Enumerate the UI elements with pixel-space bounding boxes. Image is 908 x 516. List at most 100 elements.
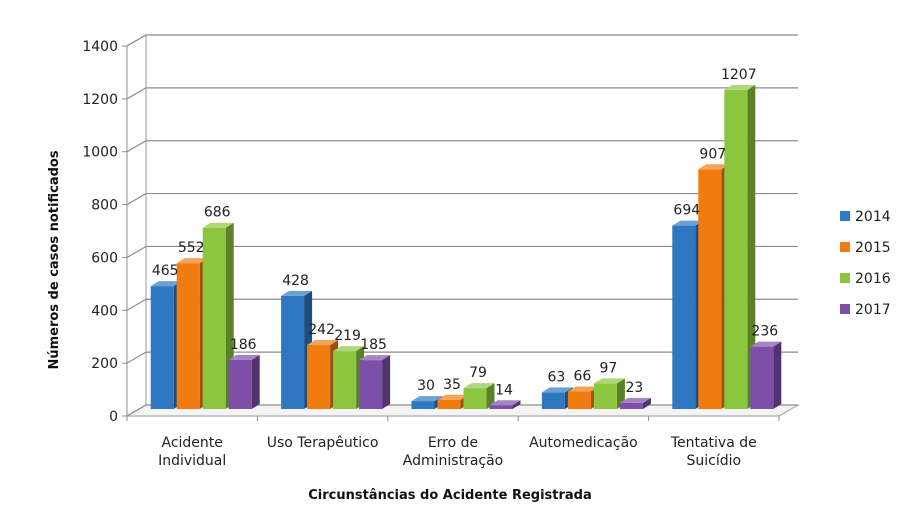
bar xyxy=(228,354,260,409)
bar-top xyxy=(619,397,651,403)
data-label: 686 xyxy=(204,205,231,221)
bar-side xyxy=(512,400,521,409)
bar-front xyxy=(281,295,305,409)
data-label: 23 xyxy=(625,380,643,396)
bar-front xyxy=(541,392,565,409)
bar xyxy=(750,341,782,409)
gridline xyxy=(126,298,798,311)
bar-front xyxy=(724,90,748,409)
bar xyxy=(619,397,651,409)
bar-top xyxy=(567,386,599,392)
bar-front xyxy=(176,263,200,409)
data-label: 185 xyxy=(360,337,387,353)
y-axis-title: Números de casos notificados xyxy=(47,150,62,369)
data-label: 97 xyxy=(599,360,617,376)
bar-top xyxy=(724,85,756,91)
y-tick-label: 800 xyxy=(91,198,118,214)
gridline xyxy=(126,192,798,206)
bar-front xyxy=(333,351,357,409)
y-tick-label: 1400 xyxy=(82,39,118,55)
gridline xyxy=(126,87,798,100)
category-label: Suicídio xyxy=(687,453,742,469)
side-wall xyxy=(126,34,147,417)
legend-label: 2014 xyxy=(855,209,891,225)
bar-top xyxy=(150,281,182,287)
category-label: Administração xyxy=(403,453,503,469)
bar-top xyxy=(359,355,391,361)
data-label: 35 xyxy=(443,377,461,393)
data-label: 14 xyxy=(495,382,513,398)
bar-front xyxy=(411,401,435,409)
bar-front xyxy=(750,346,774,409)
bar-top xyxy=(437,394,469,400)
bar-top xyxy=(333,346,365,352)
bar-front xyxy=(202,227,226,409)
legend-label: 2015 xyxy=(855,240,891,256)
bars xyxy=(150,85,782,409)
data-label: 30 xyxy=(417,378,435,394)
data-label: 236 xyxy=(751,324,778,340)
bar-front xyxy=(463,388,487,409)
bar-side xyxy=(747,85,756,409)
bar-top xyxy=(489,400,521,406)
legend-swatch xyxy=(840,242,850,252)
legend-label: 2016 xyxy=(855,271,891,287)
gridline xyxy=(126,34,798,47)
bar-side xyxy=(251,354,260,409)
bar-front xyxy=(619,402,643,409)
data-label: 66 xyxy=(573,369,591,385)
bar-top xyxy=(698,164,730,170)
bar-front xyxy=(593,383,617,409)
data-label: 428 xyxy=(282,273,309,289)
legend-entry: 2014 xyxy=(840,209,891,225)
bar xyxy=(724,85,756,409)
bar-top xyxy=(672,220,704,226)
gridline xyxy=(126,245,798,258)
bar-top xyxy=(281,290,313,296)
data-label: 1207 xyxy=(721,67,757,83)
bar-top xyxy=(463,383,495,389)
legend-label: 2017 xyxy=(855,302,891,318)
data-label: 186 xyxy=(230,337,257,353)
bar-front xyxy=(698,169,722,409)
data-label: 219 xyxy=(334,328,361,344)
bar-front xyxy=(672,225,696,409)
category-label: Erro de xyxy=(428,435,478,451)
bar-top xyxy=(176,258,208,264)
bar-top xyxy=(750,341,782,347)
legend-swatch xyxy=(840,273,850,283)
bar xyxy=(359,355,391,409)
bar-top xyxy=(307,340,339,346)
category-label: Individual xyxy=(158,453,226,469)
y-tick-label: 1000 xyxy=(82,145,118,161)
y-tick-label: 600 xyxy=(91,250,118,266)
bar-top xyxy=(411,396,443,402)
data-label: 694 xyxy=(673,203,700,219)
bar-front xyxy=(150,286,174,409)
category-label: Tentativa de xyxy=(670,435,757,451)
bar-front xyxy=(489,405,513,409)
category-label: Acidente xyxy=(161,435,222,451)
bar-top xyxy=(228,354,260,360)
legend-entry: 2016 xyxy=(840,271,891,287)
data-label: 242 xyxy=(308,322,335,338)
data-label: 79 xyxy=(469,365,487,381)
y-tick-label: 200 xyxy=(91,356,118,372)
legend-swatch xyxy=(840,304,850,314)
data-label: 63 xyxy=(547,369,565,385)
legend-swatch xyxy=(840,211,850,221)
y-tick-label: 400 xyxy=(91,303,118,319)
bar-side xyxy=(642,397,651,409)
data-label: 907 xyxy=(699,146,726,162)
legend-entry: 2017 xyxy=(840,302,891,318)
bar-side xyxy=(382,355,391,409)
bar-side xyxy=(773,341,782,409)
bar-front xyxy=(359,360,383,409)
bar-front xyxy=(437,399,461,409)
gridline xyxy=(126,140,798,153)
y-tick-label: 0 xyxy=(109,409,118,425)
bar-side xyxy=(486,383,495,409)
legend-entry: 2015 xyxy=(840,240,891,256)
gridline xyxy=(126,351,798,364)
